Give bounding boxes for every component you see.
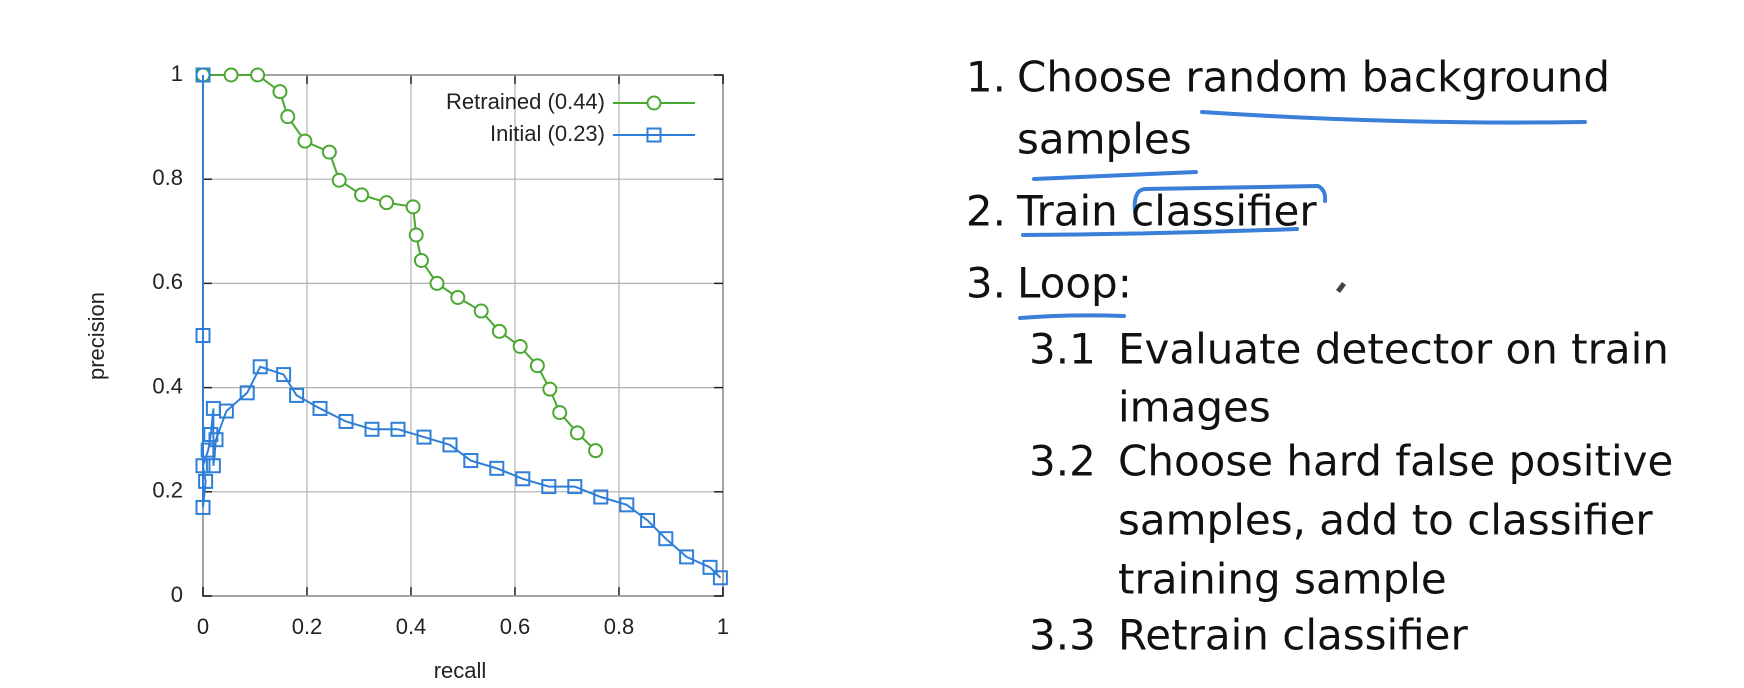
marker xyxy=(354,187,370,203)
marker xyxy=(416,429,432,445)
marker xyxy=(408,227,424,243)
marker xyxy=(489,460,505,476)
marker xyxy=(593,489,609,505)
marker xyxy=(567,479,583,495)
item-text: Loop: xyxy=(1017,259,1132,308)
legend-label: Initial (0.23) xyxy=(490,121,605,146)
marker xyxy=(512,338,528,354)
series-line xyxy=(201,75,722,579)
item-number: 3. xyxy=(966,259,1006,308)
marker xyxy=(272,84,288,100)
x-tick-label: 0.4 xyxy=(396,614,427,639)
x-tick-label: 0.2 xyxy=(292,614,323,639)
marker xyxy=(198,473,214,489)
y-tick-label: 0.4 xyxy=(152,373,183,398)
item-number: 3.3 xyxy=(1029,611,1096,660)
marker xyxy=(252,359,268,375)
marker xyxy=(195,328,211,343)
marker xyxy=(200,442,216,458)
marker xyxy=(712,570,728,586)
y-tick-label: 0.6 xyxy=(152,269,183,294)
marker xyxy=(658,531,674,547)
marker xyxy=(321,144,337,160)
marker xyxy=(218,403,234,419)
marker xyxy=(239,385,255,401)
legend-marker xyxy=(646,127,662,143)
x-tick-label: 0 xyxy=(197,614,209,639)
item-text: Train classifier xyxy=(1016,187,1317,236)
marker xyxy=(289,387,305,403)
marker xyxy=(223,67,239,83)
marker xyxy=(473,303,489,319)
item-text: training sample xyxy=(1118,555,1447,604)
marker xyxy=(195,458,211,474)
y-tick-label: 0.8 xyxy=(152,165,183,190)
marker xyxy=(619,497,635,513)
marker xyxy=(413,252,429,268)
x-tick-label: 0.6 xyxy=(500,614,531,639)
marker xyxy=(552,405,568,421)
item-number: 1. xyxy=(966,53,1006,102)
handwriting xyxy=(1018,110,1587,320)
marker xyxy=(208,432,224,448)
x-tick-label: 1 xyxy=(717,614,729,639)
legend-label: Retrained (0.44) xyxy=(446,89,605,114)
marker xyxy=(205,458,221,474)
marker xyxy=(195,499,211,515)
marker xyxy=(588,443,604,459)
marker xyxy=(679,549,695,565)
marker xyxy=(491,323,507,339)
marker xyxy=(390,421,406,437)
legend-marker xyxy=(646,95,662,111)
y-tick-label: 0.2 xyxy=(152,478,183,503)
marker xyxy=(541,479,557,495)
bracket xyxy=(1132,183,1328,214)
marker xyxy=(280,109,296,125)
marker xyxy=(297,133,313,149)
item-text: Evaluate detector on train xyxy=(1118,325,1669,374)
item-number: 3.2 xyxy=(1029,437,1096,486)
marker xyxy=(450,289,466,305)
marker xyxy=(529,358,545,374)
item-text: samples, add to classifier xyxy=(1118,496,1653,545)
marker xyxy=(250,67,266,83)
marker xyxy=(542,381,558,397)
marker xyxy=(312,400,328,416)
marker xyxy=(442,437,458,453)
marker xyxy=(640,512,656,528)
marker xyxy=(429,275,445,291)
marker xyxy=(331,172,347,188)
y-tick-label: 1 xyxy=(171,61,183,86)
marker xyxy=(702,559,718,575)
pen-cursor xyxy=(1336,282,1346,293)
marker xyxy=(203,426,219,442)
item-number: 3.1 xyxy=(1029,325,1096,374)
underline xyxy=(1032,170,1198,181)
item-number: 2. xyxy=(966,187,1006,236)
x-axis-label: recall xyxy=(434,658,487,683)
marker xyxy=(338,413,354,429)
marker xyxy=(195,67,211,83)
marker xyxy=(515,471,531,487)
marker xyxy=(405,199,421,215)
item-text: Choose hard false positive xyxy=(1118,437,1673,486)
y-tick-label: 0 xyxy=(171,582,183,607)
item-text: Choose random background xyxy=(1017,53,1610,102)
item-text: Retrain classifier xyxy=(1118,611,1468,660)
underline xyxy=(1021,227,1299,237)
marker xyxy=(379,195,395,211)
marker xyxy=(463,453,479,469)
marker xyxy=(569,425,585,441)
item-text: samples xyxy=(1017,115,1192,164)
x-tick-label: 0.8 xyxy=(604,614,635,639)
marker xyxy=(276,367,292,383)
underline xyxy=(1200,110,1587,125)
marker xyxy=(364,421,380,437)
underline xyxy=(1018,313,1126,320)
item-text: images xyxy=(1118,383,1271,432)
y-axis-label: precision xyxy=(84,292,109,380)
